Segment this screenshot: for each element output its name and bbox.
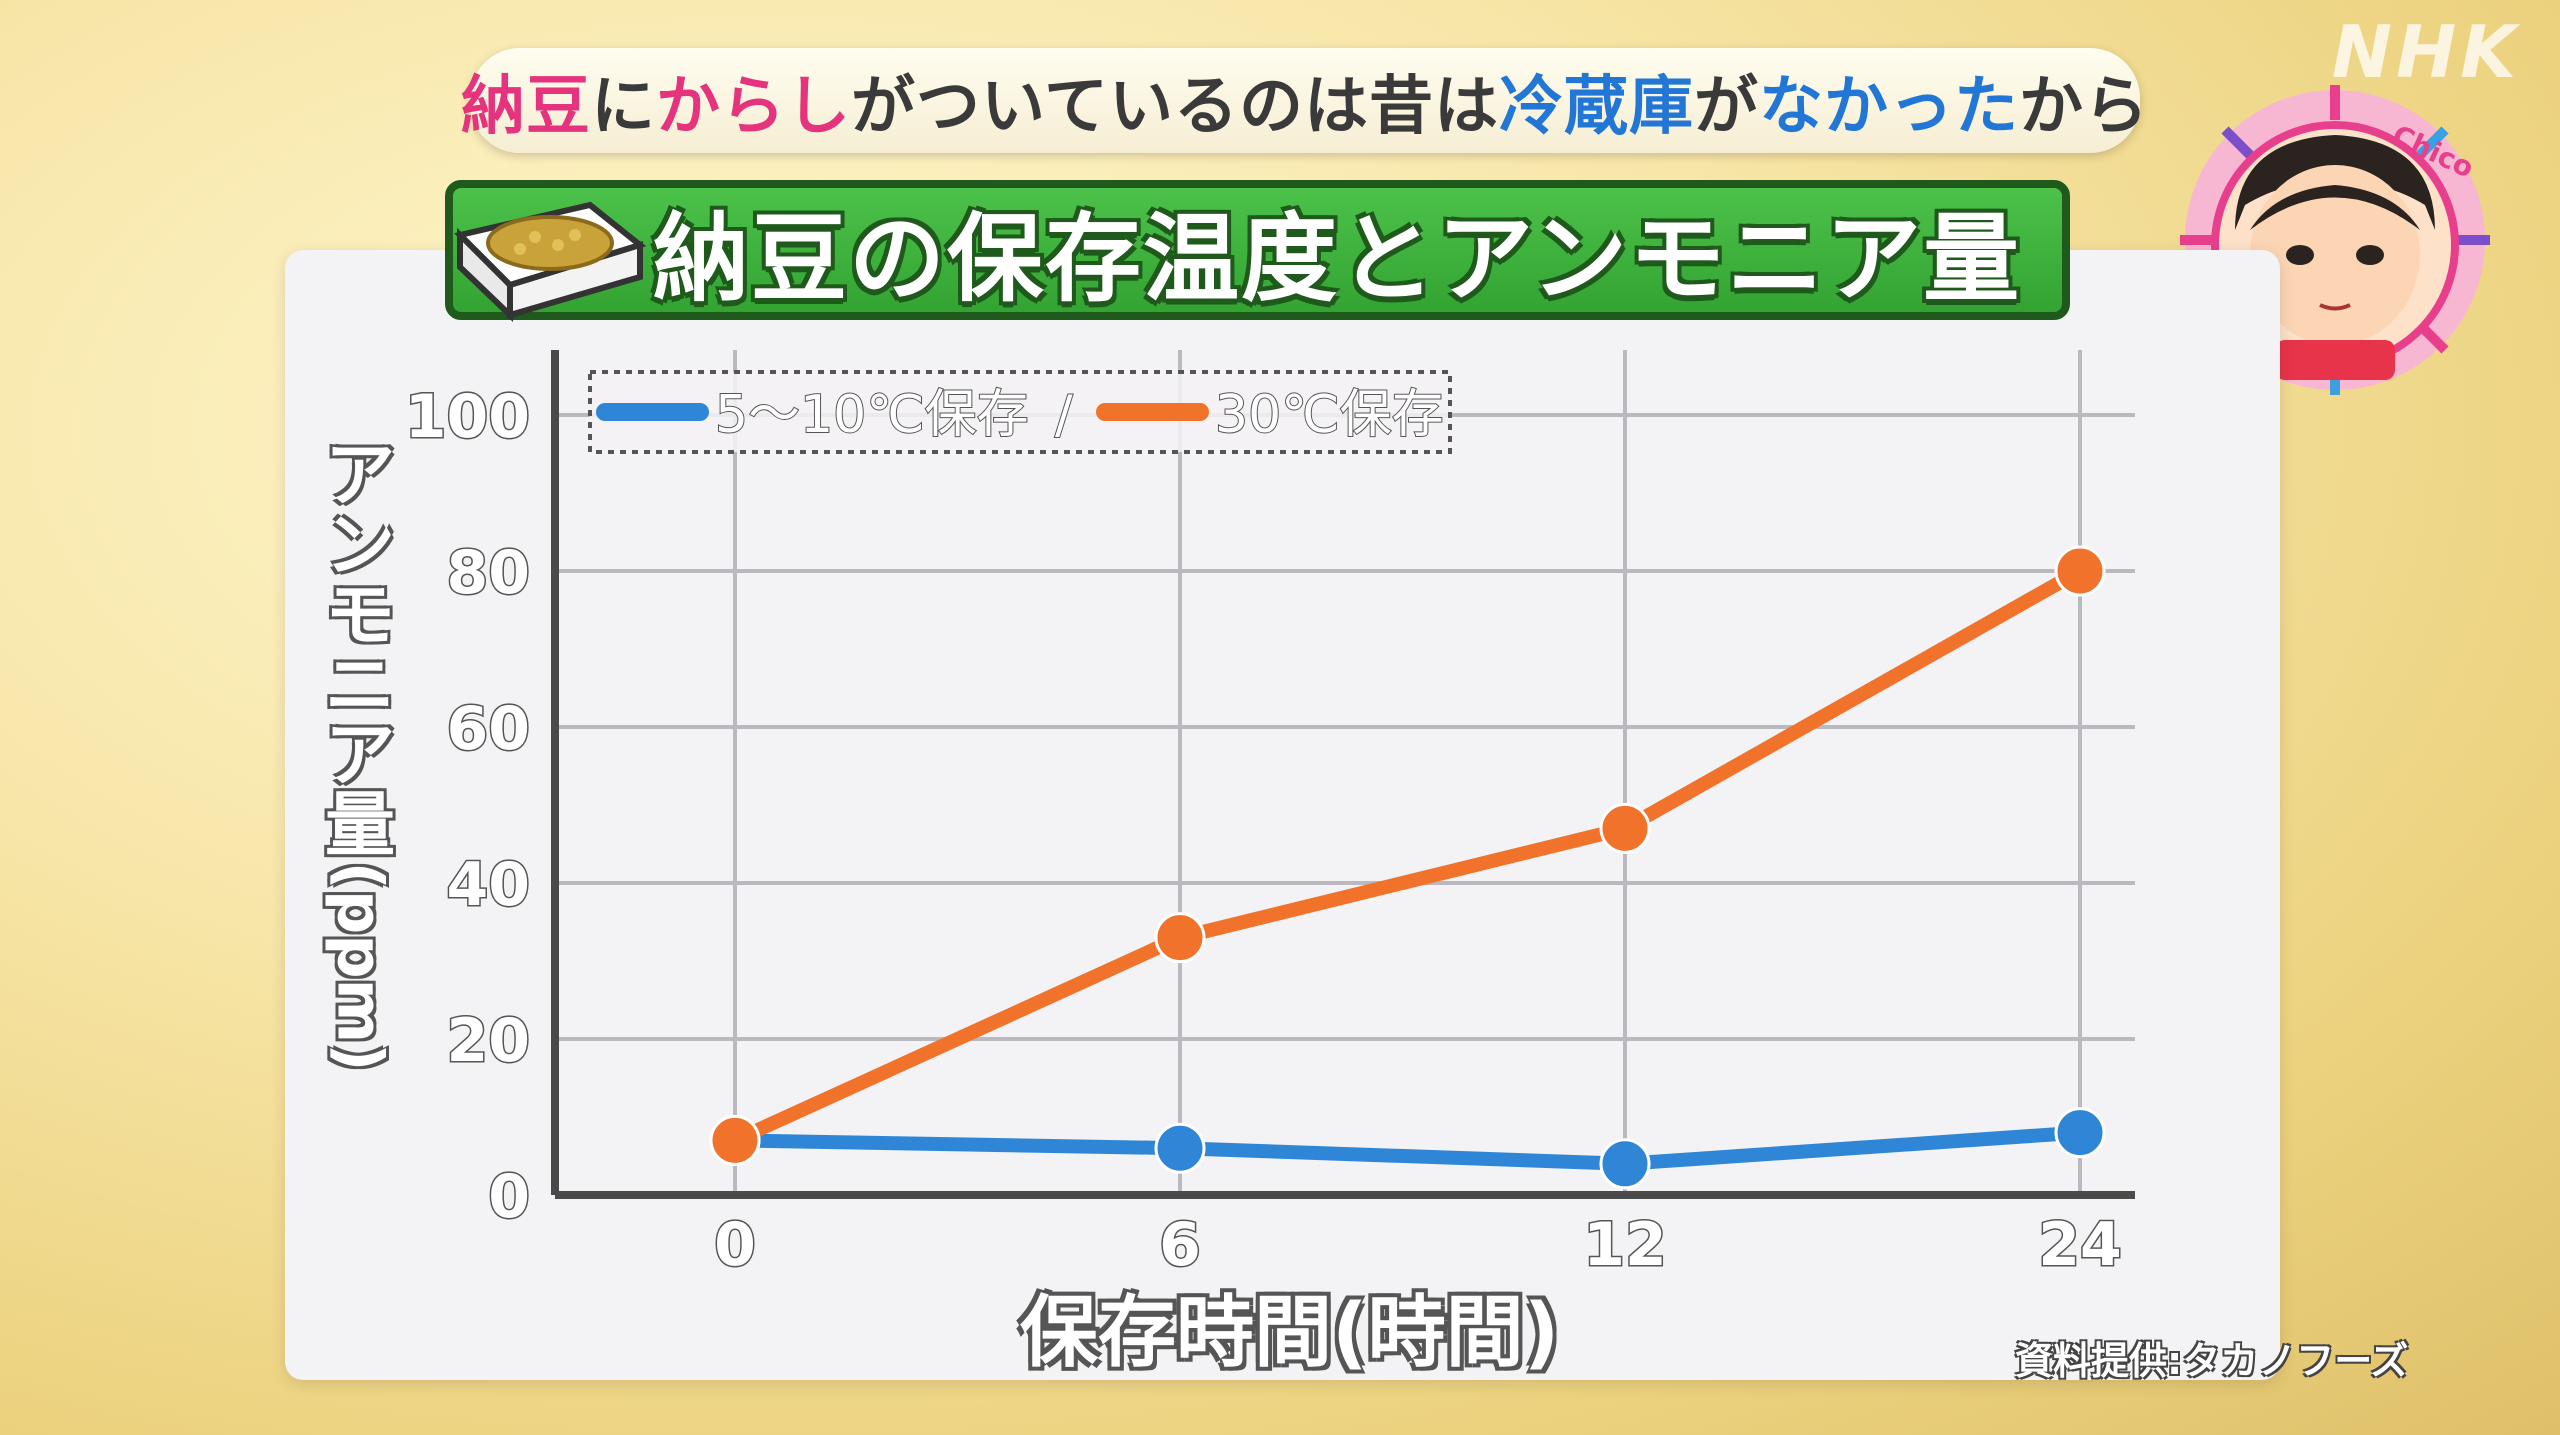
x-tick-label: 12 bbox=[1583, 1210, 1667, 1280]
y-axis-label-char: ア bbox=[325, 714, 395, 796]
headline-caption: 納豆にからし がついているのは昔は 冷蔵庫がなかった から bbox=[461, 48, 2148, 153]
data-point-series-1 bbox=[2054, 545, 2106, 597]
y-tick-label: 100 bbox=[405, 382, 530, 452]
caption-part: 納豆 bbox=[460, 69, 591, 144]
series-line-0 bbox=[728, 1125, 2087, 1171]
data-point-series-1 bbox=[709, 1114, 761, 1166]
y-axis-label: アンモニア量 (ppm) bbox=[315, 434, 405, 1072]
natto-pack-icon bbox=[454, 201, 647, 323]
x-tick-label: 6 bbox=[1159, 1210, 1201, 1280]
data-point-series-0 bbox=[2054, 1107, 2106, 1159]
y-tick-label: 40 bbox=[447, 850, 531, 920]
y-axis-unit: (ppm) bbox=[323, 861, 397, 1072]
y-axis-label-char: モ bbox=[325, 574, 395, 656]
caption-part: から bbox=[2019, 69, 2150, 144]
data-source-credit: 資料提供:タカノフーズ bbox=[2015, 1339, 2409, 1383]
y-tick-label: 0 bbox=[488, 1162, 530, 1232]
legend-label: 5〜10℃保存 bbox=[715, 385, 1029, 445]
legend-label: 30℃保存 bbox=[1215, 385, 1444, 445]
data-point-series-1 bbox=[1154, 912, 1206, 964]
nhk-logo: NHK bbox=[2331, 10, 2520, 94]
legend-box bbox=[588, 370, 1452, 454]
y-tick-label: 80 bbox=[447, 538, 531, 608]
x-tick-label: 0 bbox=[714, 1210, 756, 1280]
legend-separator: / bbox=[1055, 385, 1073, 445]
y-tick-label: 60 bbox=[447, 694, 531, 764]
series-line-1 bbox=[728, 564, 2087, 1148]
chico-face-icon bbox=[2235, 135, 2435, 380]
chart-title: 納豆の保存温度とアンモニア量 bbox=[653, 202, 2022, 315]
y-axis-label-char: 量 bbox=[325, 784, 395, 866]
caption-part: がついているのは昔は bbox=[850, 69, 1500, 144]
caption-part: に bbox=[590, 69, 656, 144]
y-axis-label-char: ア bbox=[325, 434, 395, 516]
x-axis-label: 保存時間(時間) bbox=[1020, 1288, 1560, 1378]
y-axis-label-char: ン bbox=[325, 504, 395, 586]
chart-title-banner: 納豆の保存温度とアンモニア量 bbox=[445, 180, 2070, 320]
data-point-series-0 bbox=[1599, 1138, 1651, 1190]
caption-part: からし bbox=[655, 69, 851, 144]
x-tick-label: 24 bbox=[2038, 1210, 2122, 1280]
caption-part: が bbox=[1694, 69, 1760, 144]
y-axis-label-char: ニ bbox=[325, 644, 395, 726]
data-point-series-0 bbox=[1154, 1122, 1206, 1174]
caption-part: 冷蔵庫 bbox=[1499, 69, 1695, 144]
y-tick-label: 20 bbox=[447, 1006, 531, 1076]
caption-part: なかった bbox=[1759, 69, 2020, 144]
data-point-series-1 bbox=[1599, 802, 1651, 854]
